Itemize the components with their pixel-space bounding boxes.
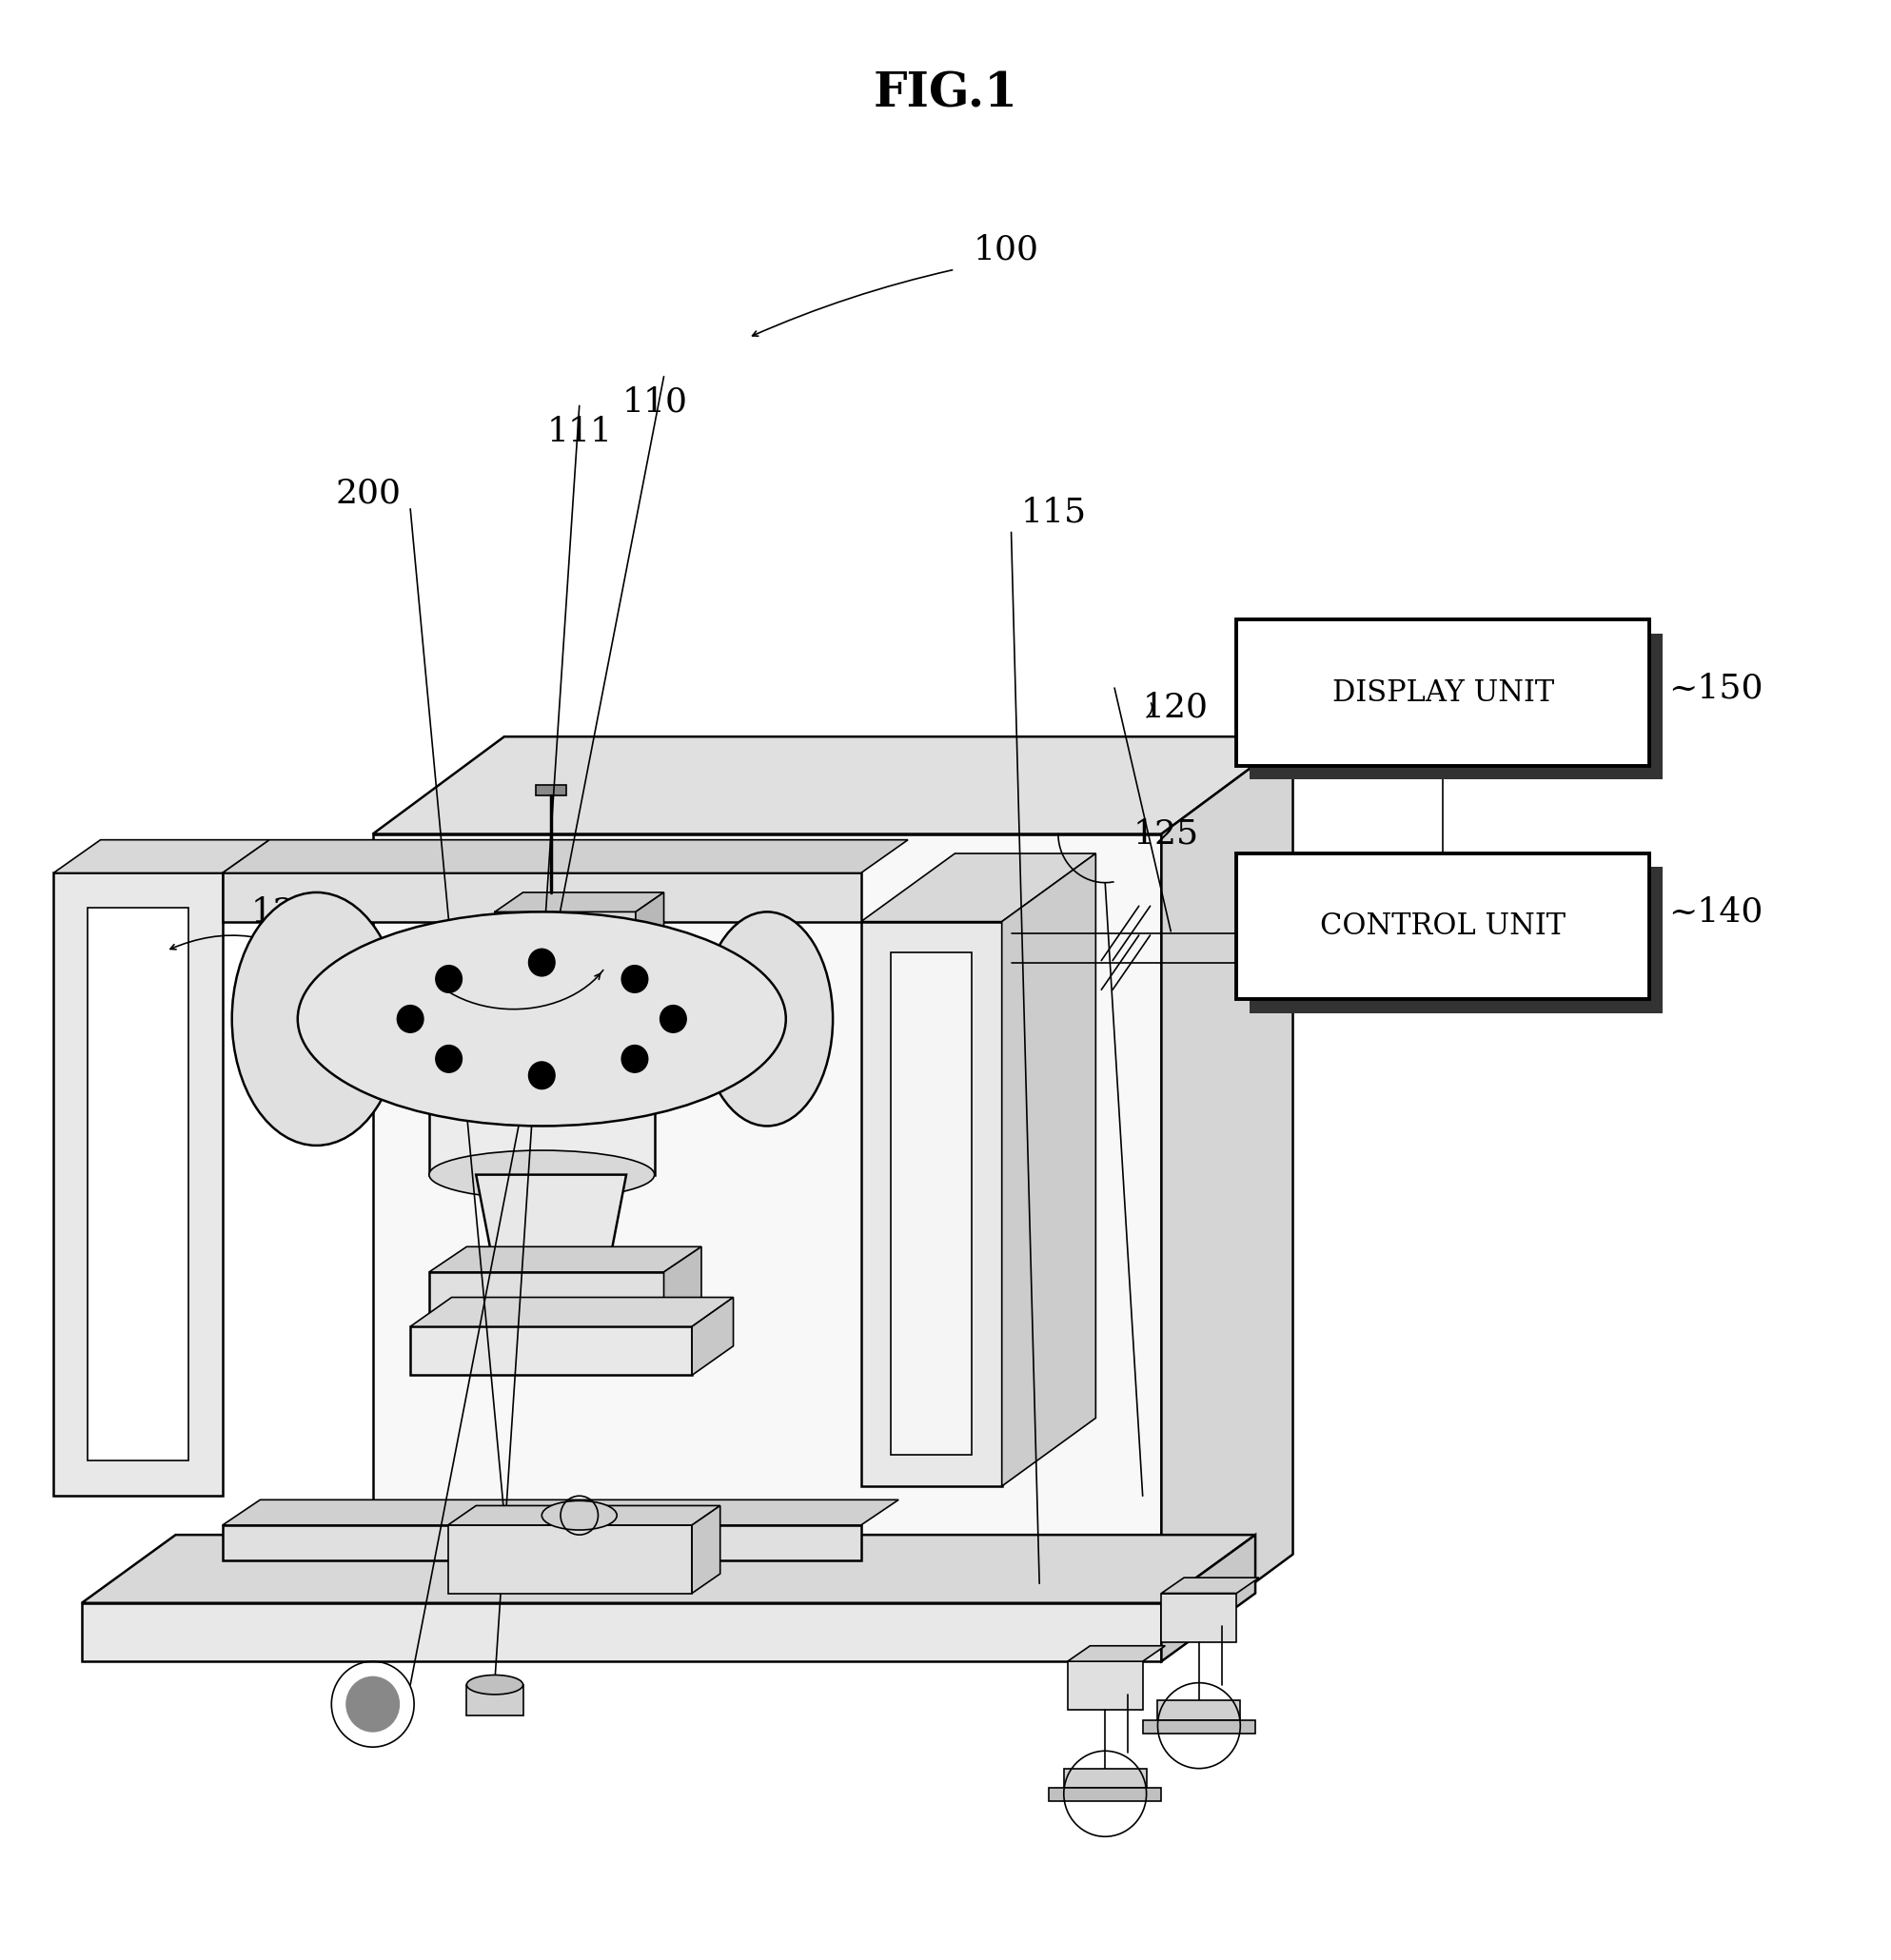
Ellipse shape: [297, 911, 787, 1125]
Ellipse shape: [543, 1501, 616, 1531]
Polygon shape: [891, 953, 972, 1454]
Polygon shape: [1050, 1788, 1161, 1801]
Text: 100: 100: [974, 233, 1040, 267]
Ellipse shape: [467, 1676, 524, 1695]
Polygon shape: [477, 1174, 626, 1272]
Ellipse shape: [702, 911, 832, 1125]
Polygon shape: [410, 1298, 734, 1327]
Text: 120: 120: [1142, 692, 1208, 723]
Polygon shape: [537, 786, 565, 796]
Text: 110: 110: [622, 386, 686, 419]
Polygon shape: [1161, 1535, 1256, 1662]
Circle shape: [435, 1045, 461, 1072]
Text: DISPLAY UNIT: DISPLAY UNIT: [1331, 678, 1554, 708]
Circle shape: [622, 966, 649, 992]
Bar: [1237, 619, 1649, 766]
Circle shape: [529, 949, 554, 976]
Text: 111: 111: [546, 416, 613, 447]
Polygon shape: [53, 872, 223, 1495]
Polygon shape: [223, 872, 860, 921]
Polygon shape: [53, 839, 270, 872]
Polygon shape: [495, 911, 635, 951]
Polygon shape: [429, 1272, 664, 1327]
Bar: [1250, 633, 1662, 780]
Polygon shape: [373, 835, 1161, 1652]
Polygon shape: [1068, 1646, 1165, 1662]
Polygon shape: [1065, 1768, 1146, 1788]
Text: 125: 125: [1133, 817, 1199, 851]
Circle shape: [397, 1005, 424, 1033]
Polygon shape: [448, 1505, 720, 1525]
Bar: [1250, 866, 1662, 1013]
Circle shape: [529, 1062, 554, 1090]
Polygon shape: [1068, 1662, 1142, 1709]
Circle shape: [660, 1005, 686, 1033]
Polygon shape: [223, 839, 908, 872]
Polygon shape: [410, 1327, 692, 1376]
Polygon shape: [692, 1298, 734, 1376]
Polygon shape: [635, 892, 664, 951]
Polygon shape: [429, 1019, 654, 1174]
Polygon shape: [692, 1505, 720, 1593]
Circle shape: [346, 1678, 399, 1731]
Polygon shape: [87, 907, 189, 1460]
Text: 130: 130: [252, 896, 316, 927]
Polygon shape: [81, 1603, 1161, 1662]
Polygon shape: [223, 1525, 860, 1560]
Text: 115: 115: [1021, 496, 1087, 529]
Polygon shape: [1161, 1593, 1237, 1642]
Ellipse shape: [429, 1151, 654, 1200]
Polygon shape: [429, 1247, 702, 1272]
Polygon shape: [1161, 737, 1293, 1652]
Polygon shape: [467, 1686, 524, 1715]
Polygon shape: [1157, 1701, 1240, 1719]
Text: CONTROL UNIT: CONTROL UNIT: [1320, 911, 1566, 941]
Polygon shape: [495, 892, 664, 911]
Polygon shape: [664, 1247, 702, 1327]
Polygon shape: [448, 1525, 692, 1593]
Text: FIG.1: FIG.1: [874, 71, 1017, 118]
Bar: [1237, 853, 1649, 1000]
Polygon shape: [373, 737, 1293, 835]
Text: ~150: ~150: [1668, 672, 1762, 704]
Polygon shape: [1161, 1578, 1259, 1593]
Circle shape: [435, 966, 461, 992]
Polygon shape: [223, 1499, 898, 1525]
Polygon shape: [860, 921, 1002, 1486]
Ellipse shape: [233, 892, 401, 1145]
Polygon shape: [860, 853, 1095, 921]
Text: 200: 200: [335, 476, 401, 510]
Polygon shape: [1142, 1719, 1256, 1733]
Text: ~140: ~140: [1668, 896, 1762, 927]
Polygon shape: [1002, 853, 1095, 1486]
Polygon shape: [81, 1535, 1256, 1603]
Circle shape: [622, 1045, 649, 1072]
